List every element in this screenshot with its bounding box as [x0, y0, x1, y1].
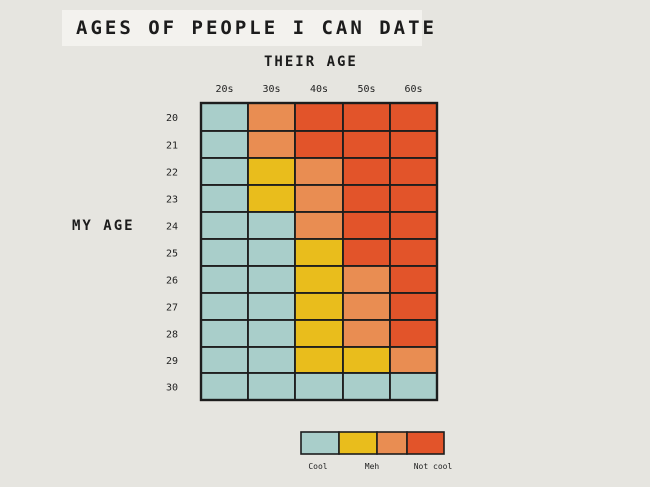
- heatmap-cell: [294, 238, 344, 267]
- heatmap-cell: [200, 184, 249, 213]
- heatmap-cell: [342, 238, 391, 267]
- heatmap-cell: [247, 184, 296, 213]
- heatmap-cell: [389, 130, 438, 159]
- heatmap-cell: [389, 211, 438, 240]
- y-tick-label: 23: [166, 195, 178, 206]
- heatmap-cell: [389, 319, 438, 348]
- heatmap-cell: [389, 372, 438, 401]
- heatmap-cell: [294, 130, 344, 159]
- heatmap-cell: [294, 102, 344, 132]
- y-tick-label: 29: [166, 356, 178, 367]
- heatmap-cell: [247, 265, 296, 294]
- heatmap-cell: [389, 184, 438, 213]
- heatmap-cell: [247, 319, 296, 348]
- y-tick-label: 21: [166, 141, 178, 152]
- legend-label: Not cool: [414, 462, 453, 471]
- heatmap-cell: [200, 238, 249, 267]
- heatmap-cell: [342, 319, 391, 348]
- legend-swatch: [338, 431, 378, 455]
- heatmap-cell: [294, 346, 344, 374]
- y-axis-label: MY AGE: [72, 218, 135, 234]
- heatmap-cell: [247, 130, 296, 159]
- y-tick-label: 20: [166, 113, 178, 124]
- heatmap-cell: [389, 238, 438, 267]
- heatmap-cell: [247, 157, 296, 186]
- y-tick-label: 22: [166, 168, 178, 179]
- x-axis-label: THEIR AGE: [264, 54, 358, 70]
- heatmap-cell: [389, 346, 438, 374]
- y-tick-label: 30: [166, 383, 178, 394]
- heatmap-cell: [342, 346, 391, 374]
- x-tick-label: 40s: [310, 84, 328, 95]
- y-tick-label: 28: [166, 330, 178, 341]
- x-tick-label: 60s: [404, 84, 422, 95]
- y-tick-label: 24: [166, 222, 178, 233]
- heatmap-cell: [247, 372, 296, 401]
- heatmap-cell: [247, 211, 296, 240]
- heatmap-cell: [200, 265, 249, 294]
- heatmap-cell: [200, 372, 249, 401]
- heatmap-cell: [342, 184, 391, 213]
- legend-swatch: [376, 431, 408, 455]
- heatmap-cell: [389, 265, 438, 294]
- heatmap-cell: [342, 102, 391, 132]
- heatmap-cell: [342, 292, 391, 321]
- heatmap-cell: [200, 102, 249, 132]
- heatmap-cell: [294, 265, 344, 294]
- heatmap-cell: [200, 157, 249, 186]
- heatmap-cell: [200, 211, 249, 240]
- heatmap-cell: [247, 102, 296, 132]
- heatmap-cell: [342, 130, 391, 159]
- heatmap-cell: [247, 238, 296, 267]
- heatmap-cell: [342, 372, 391, 401]
- heatmap-cell: [200, 319, 249, 348]
- heatmap-cell: [342, 211, 391, 240]
- y-tick-label: 26: [166, 276, 178, 287]
- heatmap-cell: [294, 211, 344, 240]
- legend-label: Meh: [365, 462, 380, 471]
- legend-label: Cool: [308, 462, 327, 471]
- heatmap-cell: [294, 292, 344, 321]
- x-tick-label: 20s: [215, 84, 233, 95]
- heatmap-cell: [200, 130, 249, 159]
- heatmap-cell: [200, 292, 249, 321]
- heatmap-cell: [342, 157, 391, 186]
- title-banner: [62, 10, 422, 46]
- heatmap-cell: [294, 319, 344, 348]
- heatmap-cell: [389, 292, 438, 321]
- y-tick-label: 27: [166, 303, 178, 314]
- heatmap-cell: [389, 102, 438, 132]
- heatmap-cell: [200, 346, 249, 374]
- heatmap-cell: [294, 372, 344, 401]
- heatmap-cell: [247, 346, 296, 374]
- heatmap-cell: [342, 265, 391, 294]
- y-tick-label: 25: [166, 249, 178, 260]
- heatmap-cell: [389, 157, 438, 186]
- grid-border: [199, 101, 439, 402]
- heatmap-cell: [294, 157, 344, 186]
- x-tick-label: 50s: [357, 84, 375, 95]
- legend-swatch: [300, 431, 340, 455]
- chart-title: AGES OF PEOPLE I CAN DATE: [76, 17, 437, 39]
- x-tick-label: 30s: [262, 84, 280, 95]
- heatmap-cell: [247, 292, 296, 321]
- heatmap-cell: [294, 184, 344, 213]
- legend-swatch: [406, 431, 445, 455]
